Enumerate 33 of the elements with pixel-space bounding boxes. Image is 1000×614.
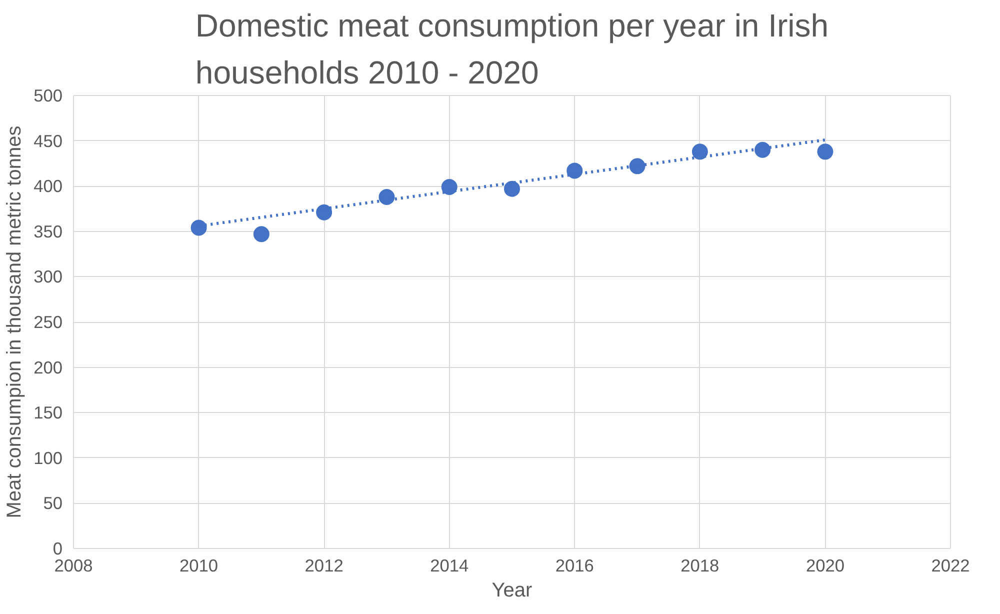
y-tick-label: 200: [34, 357, 63, 378]
x-tick-label: 2018: [680, 556, 720, 576]
point: [253, 226, 270, 242]
x-tick-label: 2012: [304, 556, 344, 576]
y-tick-label: 50: [43, 493, 63, 514]
point: [378, 188, 395, 205]
point: [190, 220, 207, 236]
y-tick-label: 400: [34, 176, 63, 196]
point: [629, 158, 646, 174]
point: [817, 144, 834, 160]
y-tick-label: 500: [34, 86, 63, 106]
y-tick-label: 450: [34, 130, 63, 151]
y-tick-label: 150: [34, 402, 63, 423]
x-tick-label: 2008: [54, 556, 93, 576]
x-tick-label: 2020: [806, 556, 845, 576]
point: [504, 180, 520, 197]
x-tick-label: 2016: [555, 556, 594, 576]
point: [566, 162, 583, 179]
y-tick-label: 250: [34, 312, 63, 332]
y-tick-label: 350: [34, 221, 63, 242]
point: [754, 142, 771, 158]
point: [441, 179, 458, 195]
y-tick-label: 300: [34, 266, 63, 287]
y-tick-label: 0: [52, 538, 63, 558]
y-tick-label: 100: [34, 448, 63, 468]
x-tick-label: 2010: [180, 556, 218, 576]
x-tick-label: 2022: [931, 556, 970, 576]
point: [316, 204, 332, 220]
chart-title: Domestic meat consumption per year in Irish households 2010 - 2020: [195, 8, 829, 90]
x-tick-label: 2014: [430, 556, 469, 576]
x-axis-title: Year: [492, 580, 533, 602]
point: [692, 144, 708, 160]
y-axis-title: Meat consumpion in thousand metric tonnes: [4, 126, 26, 518]
